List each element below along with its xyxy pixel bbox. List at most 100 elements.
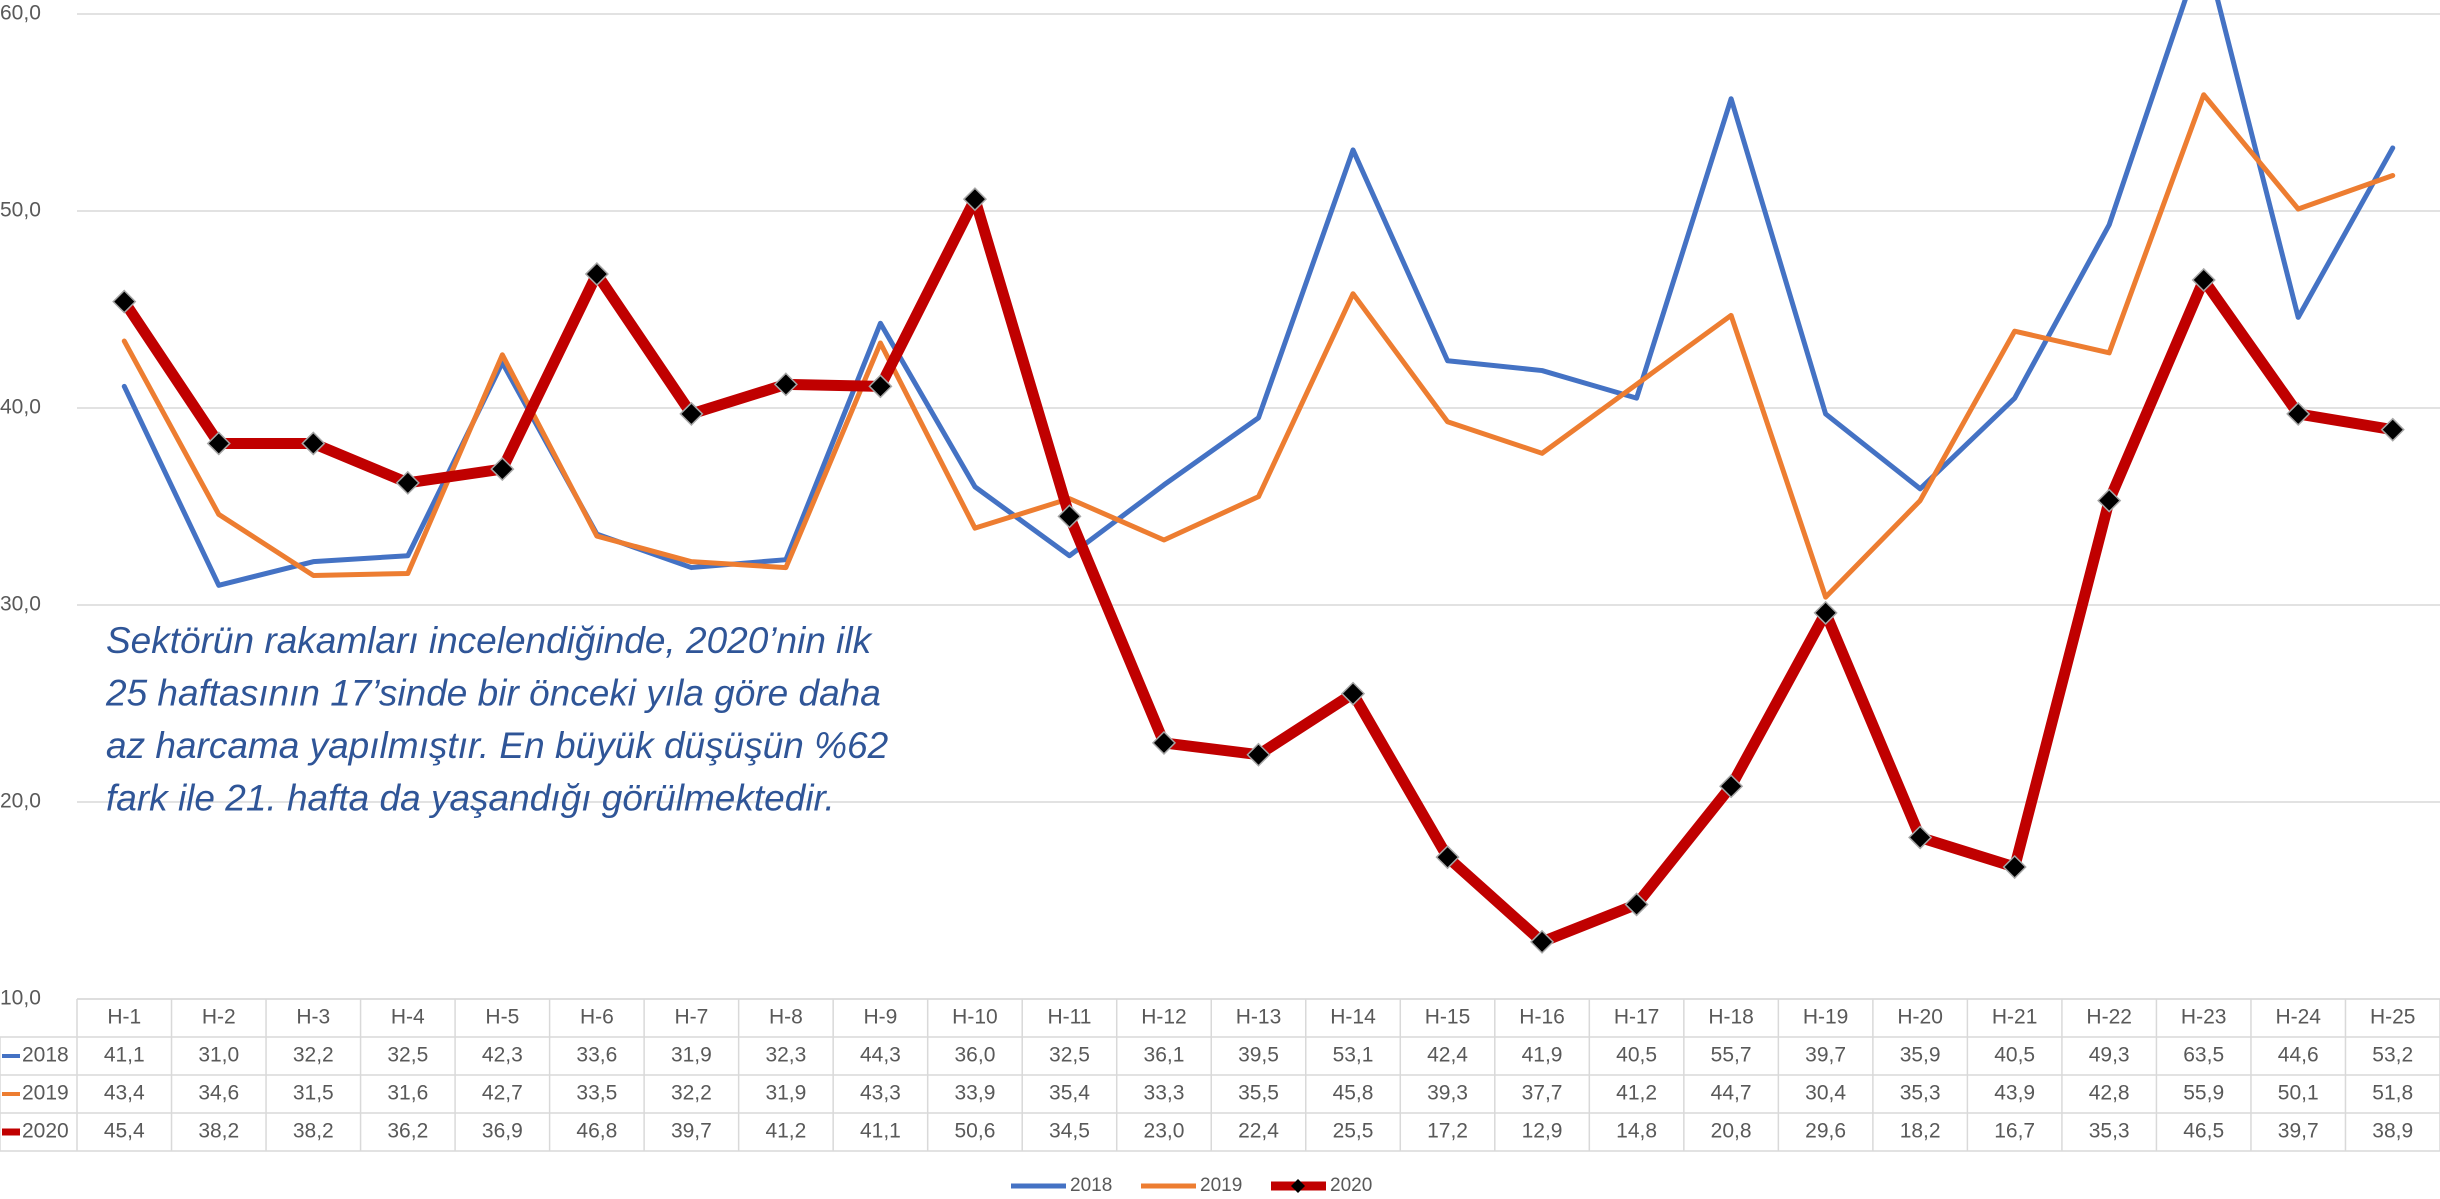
table-cell: 35,3	[1900, 1082, 1941, 1105]
table-cell: 31,5	[293, 1082, 334, 1105]
table-cell: 17,2	[1427, 1120, 1468, 1143]
legend-label: 2018	[1070, 1175, 1112, 1196]
y-tick-label: 20,0	[0, 790, 41, 813]
table-cell: 35,5	[1238, 1082, 1279, 1105]
annotation: 25 haftasının 17’sinde bir önceki yıla g…	[105, 672, 881, 713]
x-tick-label: H-16	[1519, 1006, 1565, 1029]
table-cell: 12,9	[1522, 1120, 1563, 1143]
point	[584, 261, 609, 287]
series-line	[121, 92, 2396, 600]
point	[868, 374, 893, 399]
point	[395, 470, 420, 495]
table-cell: 40,5	[1994, 1044, 2035, 1067]
x-tick-label: H-7	[674, 1006, 708, 1029]
point	[1340, 681, 1366, 706]
table-cell: 50,1	[2278, 1082, 2319, 1105]
point	[679, 401, 704, 426]
point	[1151, 730, 1177, 755]
point	[2191, 267, 2216, 293]
point	[962, 187, 988, 212]
table-cell: 32,5	[387, 1044, 428, 1067]
table-cell: 39,7	[1805, 1044, 1846, 1067]
y-tick-label: 60,0	[0, 2, 41, 25]
legend-label: 2019	[1200, 1175, 1242, 1196]
table-cell: 55,7	[1711, 1044, 1752, 1067]
table-cell: 53,1	[1333, 1044, 1374, 1067]
annotation: fark ile 21. hafta da yaşandığı görülmek…	[106, 777, 835, 818]
table-cell: 34,6	[198, 1082, 239, 1105]
table-cell: 41,2	[765, 1120, 806, 1143]
x-tick-label: H-21	[1992, 1006, 2038, 1029]
table-row-label: 2018	[22, 1044, 69, 1067]
table-cell: 34,5	[1049, 1120, 1090, 1143]
table-cell: 18,2	[1900, 1120, 1941, 1143]
x-tick-label: H-24	[2275, 1006, 2321, 1029]
table-cell: 44,7	[1711, 1082, 1752, 1105]
table-cell: 33,6	[576, 1044, 617, 1067]
table-row-label: 2019	[22, 1082, 69, 1105]
plot	[112, 0, 2405, 954]
table-cell: 43,4	[104, 1082, 145, 1105]
table-cell: 40,5	[1616, 1044, 1657, 1067]
table-cell: 16,7	[1994, 1120, 2035, 1143]
x-tick-label: H-19	[1803, 1006, 1849, 1029]
table-cell: 42,8	[2089, 1082, 2130, 1105]
table-cell: 38,2	[293, 1120, 334, 1143]
x-tick-label: H-14	[1330, 1006, 1376, 1029]
legend-marker	[1291, 1179, 1305, 1193]
table-cell: 42,7	[482, 1082, 523, 1105]
point	[112, 289, 137, 314]
point	[1719, 774, 1744, 799]
point	[301, 431, 326, 456]
table-cell: 55,9	[2183, 1082, 2224, 1105]
x-tick-label: H-2	[202, 1006, 236, 1029]
table-cell: 41,9	[1522, 1044, 1563, 1067]
point	[1624, 892, 1649, 917]
table-cell: 31,9	[671, 1044, 712, 1067]
point	[2380, 417, 2405, 442]
point	[2097, 488, 2122, 513]
point	[1246, 742, 1271, 767]
series-line	[121, 0, 2396, 588]
x-tick-label: H-22	[2086, 1006, 2132, 1029]
y-tick-label: 50,0	[0, 199, 41, 222]
table-cell: 38,9	[2372, 1120, 2413, 1143]
table-cell: 46,5	[2183, 1120, 2224, 1143]
point	[773, 372, 798, 397]
table-cell: 45,4	[104, 1120, 145, 1143]
table-cell: 35,9	[1900, 1044, 1941, 1067]
table-cell: 46,8	[576, 1120, 617, 1143]
table-cell: 32,2	[671, 1082, 712, 1105]
table-cell: 39,5	[1238, 1044, 1279, 1067]
x-tick-label: H-11	[1047, 1006, 1091, 1029]
table-cell: 43,9	[1994, 1082, 2035, 1105]
x-tick-label: H-8	[769, 1006, 803, 1029]
x-tick-label: H-15	[1425, 1006, 1471, 1029]
x-tick-label: H-25	[2370, 1006, 2416, 1029]
table-cell: 44,3	[860, 1044, 901, 1067]
table-cell: 44,6	[2278, 1044, 2319, 1067]
x-tick-label: H-12	[1141, 1006, 1187, 1029]
table-cell: 32,5	[1049, 1044, 1090, 1067]
table-cell: 41,1	[860, 1120, 901, 1143]
table-cell: 35,3	[2089, 1120, 2130, 1143]
table-cell: 31,6	[387, 1082, 428, 1105]
table-cell: 31,0	[198, 1044, 239, 1067]
series-line	[118, 193, 2399, 948]
table-cell: 36,9	[482, 1120, 523, 1143]
x-tick-label: H-23	[2181, 1006, 2227, 1029]
table-cell: 41,2	[1616, 1082, 1657, 1105]
x-tick-label: H-3	[296, 1006, 330, 1029]
table-cell: 23,0	[1144, 1120, 1185, 1143]
table-cell: 36,2	[387, 1120, 428, 1143]
table-cell: 36,1	[1144, 1044, 1185, 1067]
table-cell: 42,4	[1427, 1044, 1468, 1067]
table-cell: 36,0	[955, 1044, 996, 1067]
table-cell: 42,3	[482, 1044, 523, 1067]
table-cell: 49,3	[2089, 1044, 2130, 1067]
x-tick-label: H-20	[1897, 1006, 1943, 1029]
table-cell: 41,1	[104, 1044, 145, 1067]
x-tick-label: H-10	[952, 1006, 998, 1029]
